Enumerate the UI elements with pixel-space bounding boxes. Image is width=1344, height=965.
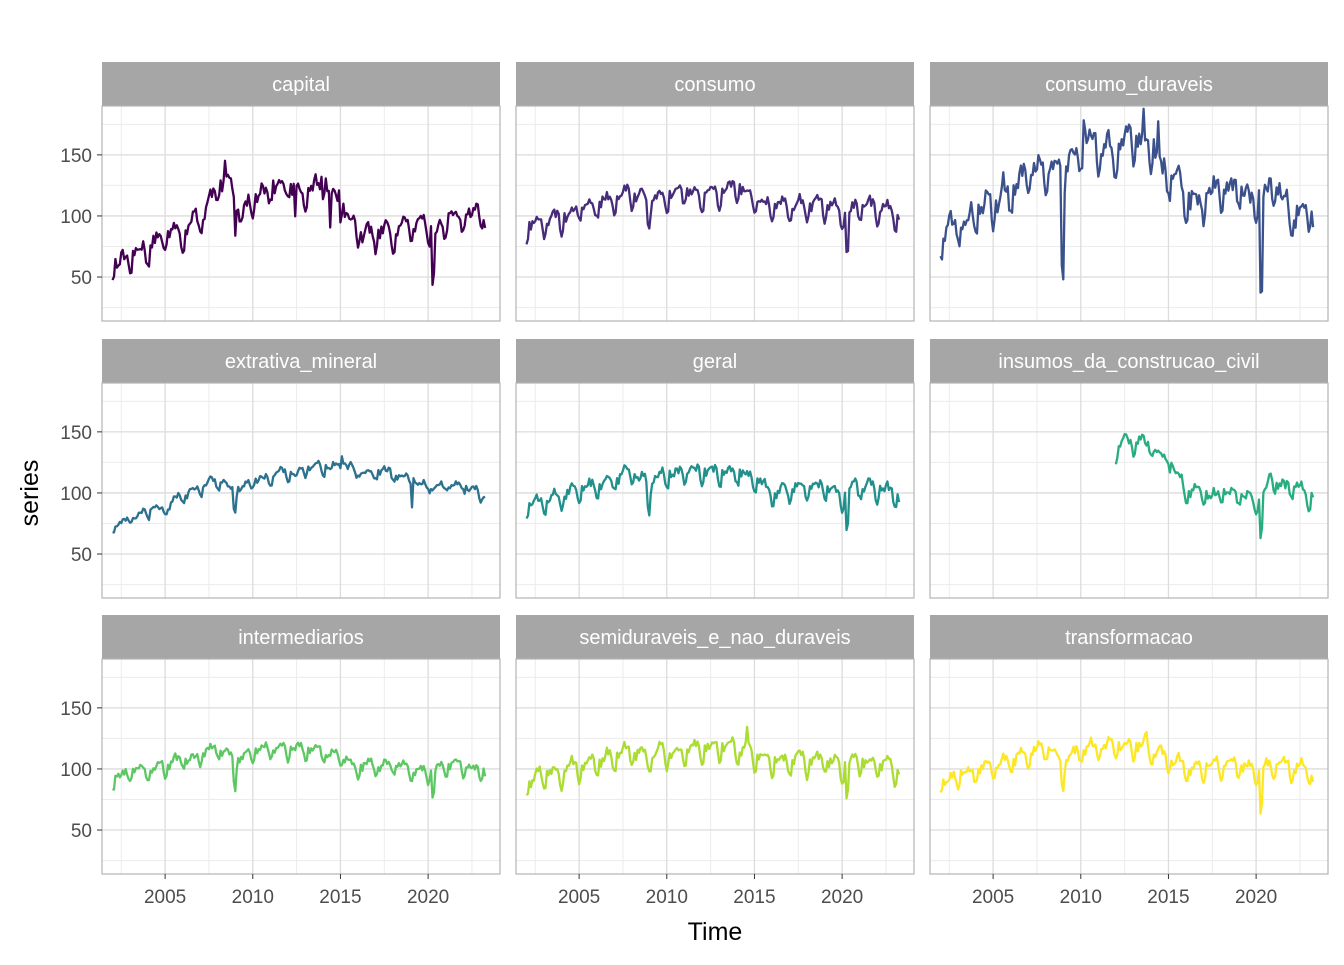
- strip-label: consumo_duraveis: [1045, 74, 1213, 96]
- y-tick-label: 50: [71, 268, 92, 289]
- series-line-insumos_da_construcao_civil: [1114, 432, 1315, 540]
- x-tick-label: 2005: [144, 887, 186, 908]
- strip-label: insumos_da_construcao_civil: [998, 351, 1259, 373]
- y-tick-label: 50: [71, 821, 92, 842]
- strip-label: semiduraveis_e_nao_duraveis: [579, 627, 850, 649]
- facet-panel-semiduraveis_e_nao_duraveis: semiduraveis_e_nao_duraveis 2005 2010 2015 2…: [515, 615, 915, 908]
- y-tick-label: 150: [60, 423, 92, 444]
- y-tick-label: 100: [60, 207, 92, 228]
- strip-background: [102, 615, 500, 659]
- y-tick-label: 150: [60, 699, 92, 720]
- strip-label: geral: [693, 351, 737, 373]
- strip-background: [102, 62, 500, 106]
- panel-border: [101, 105, 501, 322]
- strip-background: [516, 62, 914, 106]
- strip-label: consumo: [674, 74, 755, 96]
- strip-background: [930, 615, 1328, 659]
- facet-panel-geral: geral: [515, 339, 915, 599]
- facet-panel-insumos_da_construcao_civil: insumos_da_construcao_civil: [929, 339, 1329, 599]
- x-tick-label: 2005: [972, 887, 1014, 908]
- series-line-transformacao: [939, 730, 1315, 815]
- y-tick-label: 100: [60, 760, 92, 781]
- strip-label: transformacao: [1065, 627, 1193, 649]
- strip-background: [930, 62, 1328, 106]
- panel-border: [101, 658, 501, 875]
- panel-border: [515, 105, 915, 322]
- facet-panel-consumo: consumo: [515, 62, 915, 322]
- panel-border: [929, 105, 1329, 322]
- series-line-consumo: [525, 179, 901, 254]
- series-line-extrativa_mineral: [112, 455, 486, 534]
- panel-border: [515, 382, 915, 599]
- series-line-capital: [111, 159, 487, 286]
- strip-background: [102, 339, 500, 383]
- series-line-intermediarios: [112, 741, 487, 799]
- y-tick-label: 150: [60, 146, 92, 167]
- strip-background: [516, 615, 914, 659]
- y-axis-title: series: [16, 460, 44, 527]
- y-tick-label: 100: [60, 484, 92, 505]
- x-tick-label: 2010: [232, 887, 274, 908]
- x-tick-label: 2020: [821, 887, 863, 908]
- panel-border: [515, 658, 915, 875]
- panel-border: [929, 658, 1329, 875]
- series-line-semiduraveis_e_nao_duraveis: [525, 725, 901, 800]
- x-tick-label: 2015: [1147, 887, 1189, 908]
- strip-background: [930, 339, 1328, 383]
- strip-background: [516, 339, 914, 383]
- x-tick-label: 2010: [646, 887, 688, 908]
- panel-border: [929, 382, 1329, 599]
- panel-border: [101, 382, 501, 599]
- facet-panel-consumo_duraveis: consumo_duraveis: [929, 62, 1329, 322]
- x-tick-label: 2015: [319, 887, 361, 908]
- x-tick-label: 2010: [1060, 887, 1102, 908]
- facet-panel-transformacao: transformacao 2005 2010 2015 2020: [929, 615, 1329, 908]
- series-line-geral: [525, 463, 901, 532]
- strip-label: capital: [272, 74, 330, 96]
- x-axis-title: Time: [688, 918, 743, 946]
- facet-panel-intermediarios: intermediarios 50 100 150 2005 2010 2015 2020: [60, 615, 501, 908]
- x-tick-label: 2005: [558, 887, 600, 908]
- y-tick-label: 50: [71, 545, 92, 566]
- series-line-consumo_duraveis: [939, 107, 1315, 294]
- x-tick-label: 2015: [733, 887, 775, 908]
- strip-label: extrativa_mineral: [225, 351, 377, 373]
- strip-label: intermediarios: [238, 627, 364, 649]
- facet-panel-capital: capital 50 100 150: [60, 62, 501, 322]
- x-tick-label: 2020: [1235, 887, 1277, 908]
- facet-panel-extrativa_mineral: extrativa_mineral 50 100 150: [60, 339, 501, 599]
- x-tick-label: 2020: [407, 887, 449, 908]
